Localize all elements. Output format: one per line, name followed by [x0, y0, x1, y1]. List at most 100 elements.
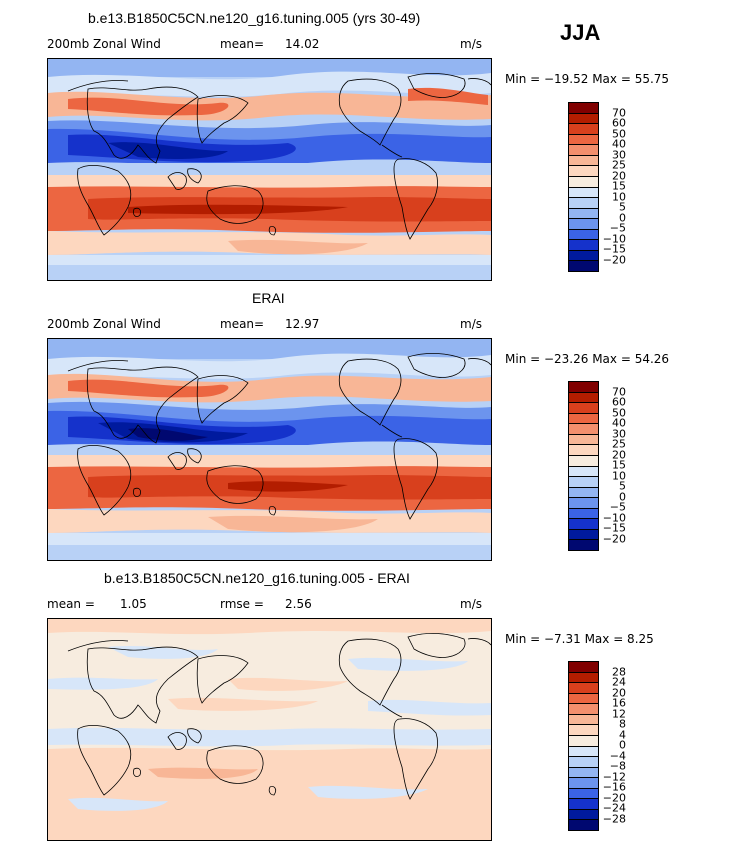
- colorbar-swatch: [569, 788, 598, 800]
- colorbar-tick-label: −15: [602, 521, 626, 535]
- colorbar-swatch: [569, 735, 598, 747]
- colorbar-swatch: [569, 145, 598, 156]
- colorbar-tick-label: 8: [619, 717, 626, 731]
- panel1-colorbar-labels: 70 60 50 40 30 25 20 15 10 5 0 −5 −10 −1…: [560, 102, 626, 270]
- colorbar-swatch: [569, 799, 598, 810]
- colorbar-swatch: [569, 746, 598, 758]
- colorbar-tick-label: 40: [612, 137, 626, 151]
- colorbar-swatch: [569, 820, 598, 830]
- panel3-colorbar-labels: 28 24 20 16 12 8 4 0 −4 −8 −12 −16 −20 −…: [560, 661, 626, 829]
- colorbar-tick-label: 25: [612, 158, 626, 172]
- panel1-map-field: [48, 59, 491, 280]
- colorbar-swatch: [569, 714, 598, 726]
- panel3-mean-label: mean =: [47, 597, 95, 611]
- panel1-mean-label: mean=: [220, 37, 265, 51]
- colorbar-swatch: [569, 113, 598, 125]
- colorbar-tick-label: −15: [602, 242, 626, 256]
- colorbar-swatch: [569, 767, 598, 779]
- colorbar-tick-label: 70: [612, 106, 626, 119]
- colorbar-tick-label: 0: [619, 211, 626, 224]
- panel3-units: m/s: [460, 597, 482, 611]
- colorbar-swatch: [569, 413, 598, 425]
- colorbar-swatch: [569, 477, 598, 488]
- panel3-mean-value: 1.05: [120, 597, 147, 611]
- colorbar-swatch: [569, 176, 598, 188]
- panel3-colorbar: [568, 661, 599, 831]
- colorbar-tick-label: 12: [612, 707, 626, 720]
- panel1-colorbar: [568, 102, 599, 272]
- colorbar-tick-label: −24: [602, 801, 626, 815]
- colorbar-tick-label: 30: [612, 148, 626, 161]
- panel1-mean-value: 14.02: [285, 37, 320, 51]
- panel2-min-max: Min = −23.26 Max = 54.26: [505, 352, 670, 366]
- panel1-title: b.e13.B1850C5CN.ne120_g16.tuning.005 (yr…: [88, 10, 421, 26]
- colorbar-tick-label: −12: [602, 770, 626, 783]
- panel2-mean-value: 12.97: [285, 317, 320, 331]
- colorbar-tick-label: 10: [612, 469, 626, 482]
- colorbar-swatch: [569, 250, 598, 262]
- colorbar-swatch: [569, 508, 598, 520]
- colorbar-swatch: [569, 403, 598, 414]
- colorbar-swatch: [569, 155, 598, 167]
- panel3-title: b.e13.B1850C5CN.ne120_g16.tuning.005 - E…: [104, 570, 410, 586]
- panel3-min-max: Min = −7.31 Max = 8.25: [505, 632, 654, 646]
- colorbar-swatch: [569, 261, 598, 271]
- colorbar-swatch: [569, 498, 598, 509]
- colorbar-swatch: [569, 187, 598, 199]
- panel3-map: [47, 618, 492, 841]
- colorbar-tick-label: 0: [619, 490, 626, 503]
- panel1-min-max: Min = −19.52 Max = 55.75: [505, 72, 670, 86]
- colorbar-tick-label: −8: [609, 759, 626, 773]
- colorbar-swatch: [569, 757, 598, 768]
- colorbar-swatch: [569, 662, 598, 673]
- colorbar-swatch: [569, 208, 598, 220]
- panel2-mean-label: mean=: [220, 317, 265, 331]
- panel3-rmse-label: rmse =: [220, 597, 264, 611]
- colorbar-tick-label: −20: [602, 253, 626, 266]
- colorbar-tick-label: −28: [602, 812, 626, 825]
- colorbar-tick-label: −5: [609, 221, 626, 235]
- panel2-map: [47, 338, 492, 561]
- colorbar-tick-label: 50: [612, 406, 626, 419]
- colorbar-tick-label: 20: [612, 169, 626, 182]
- colorbar-tick-label: 15: [612, 458, 626, 472]
- colorbar-swatch: [569, 455, 598, 467]
- panel1-variable-label: 200mb Zonal Wind: [47, 37, 161, 51]
- colorbar-swatch: [569, 434, 598, 446]
- colorbar-swatch: [569, 466, 598, 478]
- colorbar-tick-label: 60: [612, 116, 626, 130]
- colorbar-swatch: [569, 704, 598, 715]
- colorbar-swatch: [569, 124, 598, 135]
- colorbar-swatch: [569, 519, 598, 530]
- colorbar-tick-label: −10: [602, 232, 626, 245]
- panel2-colorbar-labels: 70 60 50 40 30 25 20 15 10 5 0 −5 −10 −1…: [560, 381, 626, 549]
- season-label: JJA: [560, 20, 601, 45]
- colorbar-swatch: [569, 229, 598, 241]
- colorbar-swatch: [569, 392, 598, 404]
- colorbar-tick-label: −20: [602, 532, 626, 545]
- colorbar-swatch: [569, 683, 598, 694]
- colorbar-swatch: [569, 198, 598, 209]
- panel2-map-field: [48, 339, 491, 560]
- panel1-map: [47, 58, 492, 281]
- panel1-units: m/s: [460, 37, 482, 51]
- colorbar-swatch: [569, 219, 598, 230]
- colorbar-swatch: [569, 809, 598, 821]
- colorbar-tick-label: 30: [612, 427, 626, 440]
- colorbar-swatch: [569, 134, 598, 146]
- colorbar-swatch: [569, 103, 598, 114]
- panel3-rmse-value: 2.56: [285, 597, 312, 611]
- panel2-title: ERAI: [252, 290, 285, 306]
- colorbar-swatch: [569, 382, 598, 393]
- colorbar-tick-label: 40: [612, 416, 626, 430]
- colorbar-tick-label: 10: [612, 190, 626, 203]
- panel2-colorbar: [568, 381, 599, 551]
- panel3-map-field: [48, 619, 491, 840]
- colorbar-swatch: [569, 540, 598, 550]
- colorbar-tick-label: 60: [612, 395, 626, 409]
- colorbar-tick-label: 24: [612, 675, 626, 689]
- colorbar-swatch: [569, 424, 598, 435]
- colorbar-tick-label: 70: [612, 385, 626, 398]
- colorbar-swatch: [569, 445, 598, 456]
- colorbar-swatch: [569, 166, 598, 177]
